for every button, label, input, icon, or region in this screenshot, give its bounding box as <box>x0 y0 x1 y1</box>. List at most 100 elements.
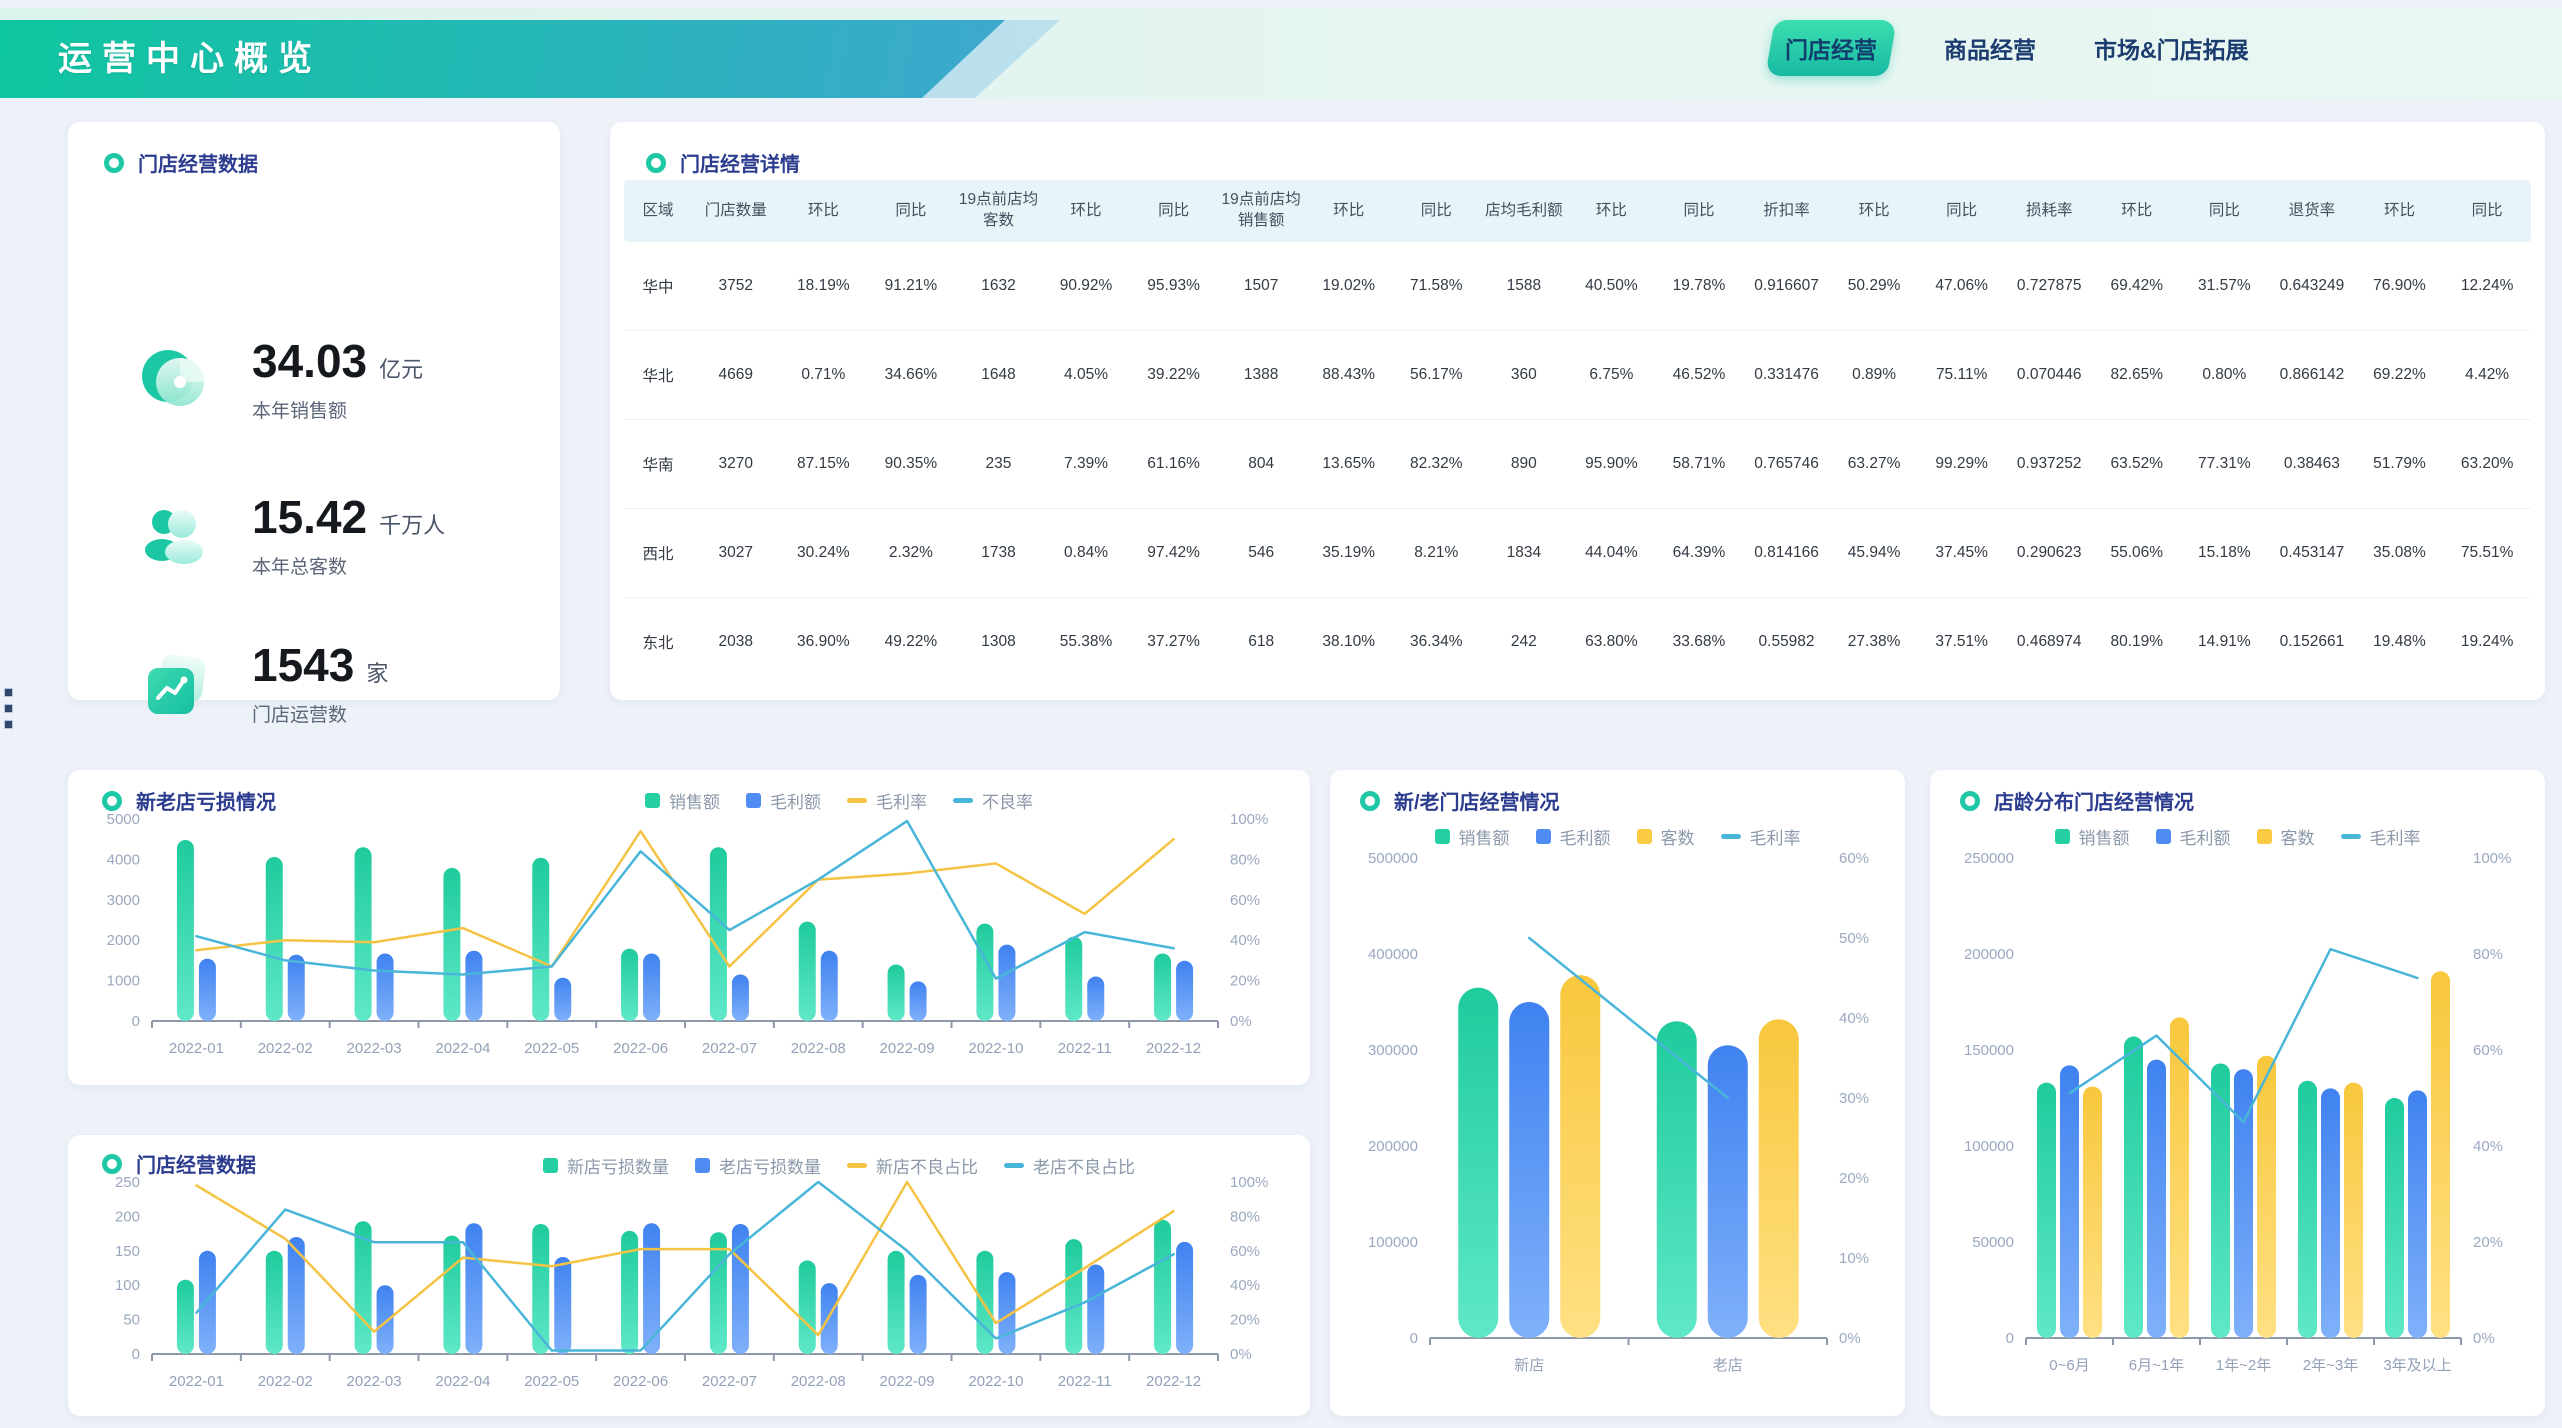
customers-icon <box>145 510 203 564</box>
section-bullet-icon <box>102 1153 122 1174</box>
legend-item[interactable]: 毛利率 <box>847 788 927 813</box>
svg-text:40%: 40% <box>1230 932 1260 949</box>
svg-text:10%: 10% <box>1839 1250 1869 1267</box>
legend-item[interactable]: 毛利率 <box>1720 824 1801 849</box>
legend-label: 毛利率 <box>1749 829 1801 848</box>
legend-item[interactable]: 毛利额 <box>1535 824 1611 849</box>
table-cell: 63.52% <box>2093 419 2181 509</box>
table-cell: 0.916607 <box>1754 277 1819 294</box>
svg-text:20%: 20% <box>1839 1170 1869 1187</box>
table-cell: 31.57% <box>2198 277 2251 294</box>
table-header-cell: 环比 <box>2093 180 2181 242</box>
legend-item[interactable]: 毛利额 <box>2155 824 2231 849</box>
table-cell: 18.19% <box>797 277 850 294</box>
table-cell: 14.91% <box>2180 597 2269 686</box>
tab-market-store-expansion[interactable]: 市场&门店拓展 <box>2088 31 2255 65</box>
table-cell: 75.51% <box>2443 508 2531 598</box>
legend-item[interactable]: 毛利额 <box>746 788 821 813</box>
legend-label: 毛利额 <box>2179 829 2231 848</box>
table-cell: 2.32% <box>867 508 955 598</box>
svg-text:100000: 100000 <box>1964 1138 2014 1155</box>
svg-text:2022-03: 2022-03 <box>347 1040 402 1057</box>
legend-item[interactable]: 销售额 <box>1434 824 1510 849</box>
table-cell: 30.24% <box>779 508 868 598</box>
svg-text:40%: 40% <box>1230 1277 1260 1294</box>
table-header-cell: 损耗率 <box>2005 180 2093 242</box>
chart-card-store-loss-counts: 门店经营数据 新店亏损数量 老店亏损数量 新店不良占比 老店不良占比 0 50 100 15… <box>68 1135 1310 1416</box>
svg-text:6月~1年: 6月~1年 <box>2129 1357 2184 1374</box>
svg-text:100%: 100% <box>1230 811 1268 828</box>
tab-merchandise-operations[interactable]: 商品经营 <box>1938 31 2042 65</box>
svg-text:200000: 200000 <box>1368 1138 1418 1155</box>
legend-item[interactable]: 新店不良占比 <box>847 1153 978 1178</box>
chart-card-new-vs-old: 新/老门店经营情况 销售额 毛利额 客数 毛利率 0 100000 200000 30000… <box>1330 770 1905 1416</box>
chart-legend: 销售额 毛利额 毛利率 不良率 <box>388 788 1290 813</box>
table-cell: 0.814166 <box>1742 508 1831 598</box>
svg-text:0%: 0% <box>2473 1330 2495 1347</box>
chart-title: 店龄分布门店经营情况 <box>1994 792 2194 814</box>
legend-swatch-icon <box>2256 829 2272 844</box>
svg-text:2022-02: 2022-02 <box>258 1040 313 1057</box>
table-cell: 0.727875 <box>2016 277 2082 294</box>
legend-item[interactable]: 客数 <box>2256 824 2315 849</box>
table-row: 东北 2038 36.90% 49.22% 1308 55.38% 37.27% 618 38.… <box>624 597 2531 686</box>
table-cell: 0.331476 <box>1742 330 1831 420</box>
svg-text:200: 200 <box>115 1208 140 1225</box>
svg-text:2年~3年: 2年~3年 <box>2303 1357 2358 1374</box>
table-cell: 6.75% <box>1567 330 1656 420</box>
legend-label: 新店不良占比 <box>876 1158 978 1177</box>
store-detail-card: 门店经营详情 区域 门店数量 环比 同比 19点前店均客数 环比 同比 19点前店均销售额 环比… <box>610 122 2545 700</box>
svg-text:0~6月: 0~6月 <box>2049 1357 2089 1374</box>
table-cell: 1588 <box>1506 277 1542 294</box>
svg-text:2022-02: 2022-02 <box>258 1373 313 1390</box>
table-cell: 71.58% <box>1409 277 1463 294</box>
table-header-cell: 同比 <box>1655 180 1743 242</box>
legend-item[interactable]: 老店不良占比 <box>1004 1153 1135 1178</box>
chart-legend: 新店亏损数量 老店亏损数量 新店不良占比 老店不良占比 <box>388 1153 1290 1178</box>
kpi-value: 1543 <box>252 639 355 691</box>
table-cell: 546 <box>1217 508 1305 598</box>
legend-item[interactable]: 毛利率 <box>2340 824 2421 849</box>
legend-item[interactable]: 老店亏损数量 <box>695 1153 821 1178</box>
table-cell: 2038 <box>692 597 780 686</box>
svg-text:新店: 新店 <box>1514 1357 1544 1374</box>
legend-label: 老店不良占比 <box>1033 1158 1135 1177</box>
table-cell: 82.32% <box>1392 419 1481 509</box>
legend-item[interactable]: 客数 <box>1636 824 1695 849</box>
legend-item[interactable]: 新店亏损数量 <box>543 1153 669 1178</box>
section-bullet-icon <box>646 152 666 173</box>
legend-label: 销售额 <box>2078 829 2130 848</box>
legend-item[interactable]: 不良率 <box>953 788 1033 813</box>
kpi-value: 34.03 <box>252 335 368 387</box>
svg-text:80%: 80% <box>1230 1208 1260 1225</box>
chart-title: 新老店亏损情况 <box>136 792 276 814</box>
svg-text:2022-04: 2022-04 <box>435 1373 490 1390</box>
svg-text:20%: 20% <box>1230 1312 1260 1329</box>
legend-item[interactable]: 销售额 <box>645 788 720 813</box>
page-title: 运营中心概览 <box>58 40 322 78</box>
svg-text:1年~2年: 1年~2年 <box>2216 1357 2271 1374</box>
legend-label: 毛利率 <box>876 793 927 812</box>
table-cell: 4669 <box>692 330 780 420</box>
legend-item[interactable]: 销售额 <box>2054 824 2130 849</box>
svg-text:2022-05: 2022-05 <box>524 1040 579 1057</box>
tab-store-operations[interactable]: 门店经营 <box>1765 20 1897 76</box>
svg-text:100: 100 <box>115 1277 140 1294</box>
svg-text:2022-08: 2022-08 <box>791 1373 846 1390</box>
table-cell: 37.45% <box>1917 508 2006 598</box>
table-header-cell: 同比 <box>2180 180 2269 242</box>
table-cell: 西北 <box>624 508 692 598</box>
table-cell: 1632 <box>981 277 1016 294</box>
table-cell: 0.290623 <box>2005 508 2093 598</box>
svg-text:50000: 50000 <box>1972 1234 2014 1251</box>
table-cell: 0.643249 <box>2279 277 2345 294</box>
table-cell: 3752 <box>718 277 754 294</box>
kpi-label: 门店运营数 <box>252 705 348 726</box>
table-header-cell: 环比 <box>2355 180 2444 242</box>
table-cell: 55.06% <box>2093 508 2181 598</box>
table-header-cell: 同比 <box>2443 180 2531 242</box>
svg-text:2022-11: 2022-11 <box>1058 1040 1112 1057</box>
table-header-cell: 19点前店均销售额 <box>1217 180 1305 242</box>
svg-text:3000: 3000 <box>107 892 140 909</box>
